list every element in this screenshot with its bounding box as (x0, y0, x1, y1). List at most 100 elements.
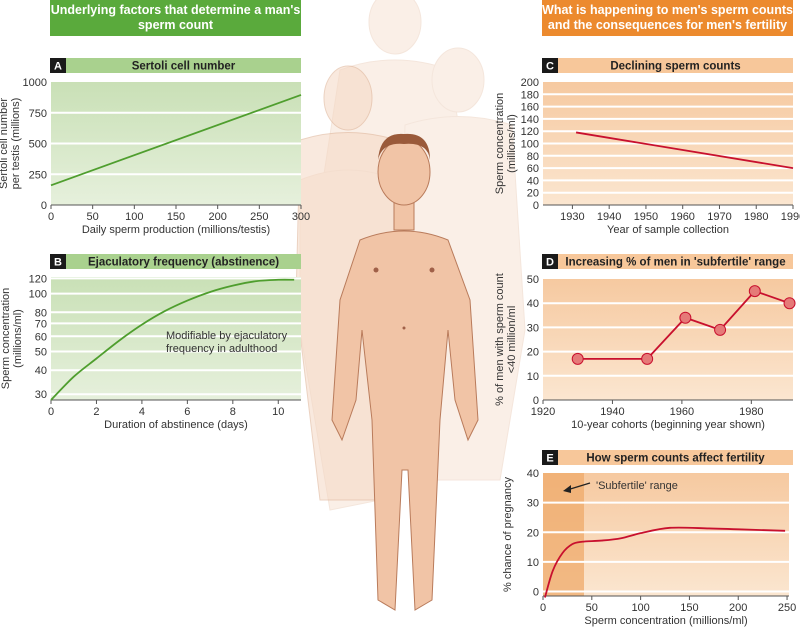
y-axis-label: % of men with sperm count (494, 273, 506, 406)
series-line (50, 94, 302, 187)
panel-badge (542, 58, 558, 73)
x-tick-label: 8 (230, 406, 236, 418)
x-tick-label: 0 (48, 211, 54, 223)
x-tick-label: 100 (125, 211, 143, 223)
panel-title: Declining sperm counts (610, 61, 740, 73)
x-tick-label: 250 (250, 211, 268, 223)
y-tick-label: 0 (533, 200, 539, 212)
y-tick-label: 20 (527, 188, 539, 200)
series-line (575, 131, 794, 169)
x-tick-label: 100 (631, 602, 649, 614)
panel-title-bar (542, 450, 793, 465)
y-tick-label: 120 (521, 126, 539, 138)
series-line (544, 526, 786, 598)
x-tick-label: 200 (208, 211, 226, 223)
left-section-header: Underlying factors that determine a man'… (50, 0, 301, 36)
plot-area (51, 277, 301, 400)
x-tick-label: 50 (586, 602, 598, 614)
y-tick-label: 20 (527, 527, 539, 539)
annotation-text: Modifiable by ejaculatory (166, 330, 288, 342)
y-tick-label: 1000 (23, 77, 47, 89)
subfertile-range-label: 'Subfertile' range (596, 480, 678, 492)
data-point (571, 352, 584, 365)
data-point (783, 297, 796, 310)
y-axis-label: <40 million/ml (506, 306, 518, 374)
x-tick-label: 1940 (597, 211, 621, 223)
y-tick-label: 40 (527, 175, 539, 187)
subfertile-range-shading (543, 473, 584, 596)
x-tick-label: 200 (729, 602, 747, 614)
panel-c: C Declining sperm counts 02040608010012014… (494, 58, 800, 236)
x-tick-label: 1960 (670, 211, 694, 223)
x-tick-label: 0 (540, 602, 546, 614)
panel-title-bar (542, 58, 793, 73)
x-axis-label: Duration of abstinence (days) (104, 419, 248, 431)
series-line (50, 278, 295, 401)
x-tick-label: 1920 (531, 406, 555, 418)
panel-title: Sertoli cell number (132, 61, 236, 73)
x-tick-label: 150 (680, 602, 698, 614)
panel-d: D Increasing % of men in 'subfertile' ran… (494, 254, 796, 431)
y-tick-label: 40 (527, 298, 539, 310)
y-axis-label: Sertoli cell number (0, 98, 10, 189)
y-tick-label: 200 (521, 77, 539, 89)
panel-title: Increasing % of men in 'subfertile' rang… (565, 257, 785, 269)
annotation-text: frequency in adulthood (166, 343, 277, 355)
x-tick-label: 50 (87, 211, 99, 223)
x-tick-label: 1970 (707, 211, 731, 223)
y-tick-label: 60 (527, 163, 539, 175)
y-axis-label: (millions/ml) (12, 309, 24, 368)
y-tick-label: 40 (35, 365, 47, 377)
panel-badge-letter: C (546, 61, 554, 73)
plot-area (543, 279, 793, 400)
data-point (679, 311, 692, 324)
data-point (748, 285, 761, 298)
panel-badge-letter: A (54, 61, 62, 73)
x-tick-label: 4 (139, 406, 145, 418)
y-tick-label: 250 (29, 169, 47, 181)
y-tick-label: 500 (29, 139, 47, 151)
y-tick-label: 0 (533, 395, 539, 407)
x-tick-label: 1990 (781, 211, 800, 223)
arrowhead-icon (563, 485, 571, 493)
panel-title: How sperm counts affect fertility (586, 453, 765, 465)
y-tick-label: 40 (527, 468, 539, 480)
panel-badge-letter: E (546, 453, 553, 465)
panel-badge-letter: B (54, 257, 62, 269)
y-tick-label: 180 (521, 89, 539, 101)
y-tick-label: 750 (29, 108, 47, 120)
x-tick-label: 2 (93, 406, 99, 418)
x-tick-label: 1980 (739, 406, 763, 418)
y-tick-label: 160 (521, 102, 539, 114)
y-tick-label: 70 (35, 318, 47, 330)
panel-a: A Sertoli cell number 0 250 500 750 1000 0 50 100… (0, 58, 310, 236)
x-tick-label: 10 (272, 406, 284, 418)
x-tick-label: 1930 (560, 211, 584, 223)
y-tick-label: 20 (527, 347, 539, 359)
y-tick-label: 80 (527, 151, 539, 163)
y-tick-label: 100 (521, 139, 539, 151)
x-tick-label: 250 (778, 602, 796, 614)
human-figures-illustration (295, 0, 526, 611)
x-tick-label: 1950 (634, 211, 658, 223)
left-header-text: Underlying factors that determine a man'… (50, 3, 301, 32)
panel-e: E How sperm counts affect fertility 0 10 20 3… (502, 450, 796, 627)
panel-badge (50, 58, 66, 73)
panel-badge (542, 254, 558, 269)
y-tick-label: 0 (533, 587, 539, 599)
x-tick-label: 1960 (670, 406, 694, 418)
y-tick-label: 30 (527, 498, 539, 510)
panel-title-bar (542, 254, 793, 269)
y-tick-label: 10 (527, 557, 539, 569)
y-axis-label: (millions/ml) (506, 114, 518, 173)
x-tick-label: 300 (292, 211, 310, 223)
x-axis-label: Sperm concentration (millions/ml) (584, 615, 747, 627)
y-axis-label: per testis (millions) (10, 98, 22, 190)
series-line (577, 290, 790, 360)
y-tick-label: 10 (527, 371, 539, 383)
panel-title-bar (50, 254, 301, 269)
x-tick-label: 1940 (600, 406, 624, 418)
y-tick-label: 100 (29, 289, 47, 301)
panel-b: B Ejaculatory frequency (abstinence)30405… (0, 254, 301, 431)
